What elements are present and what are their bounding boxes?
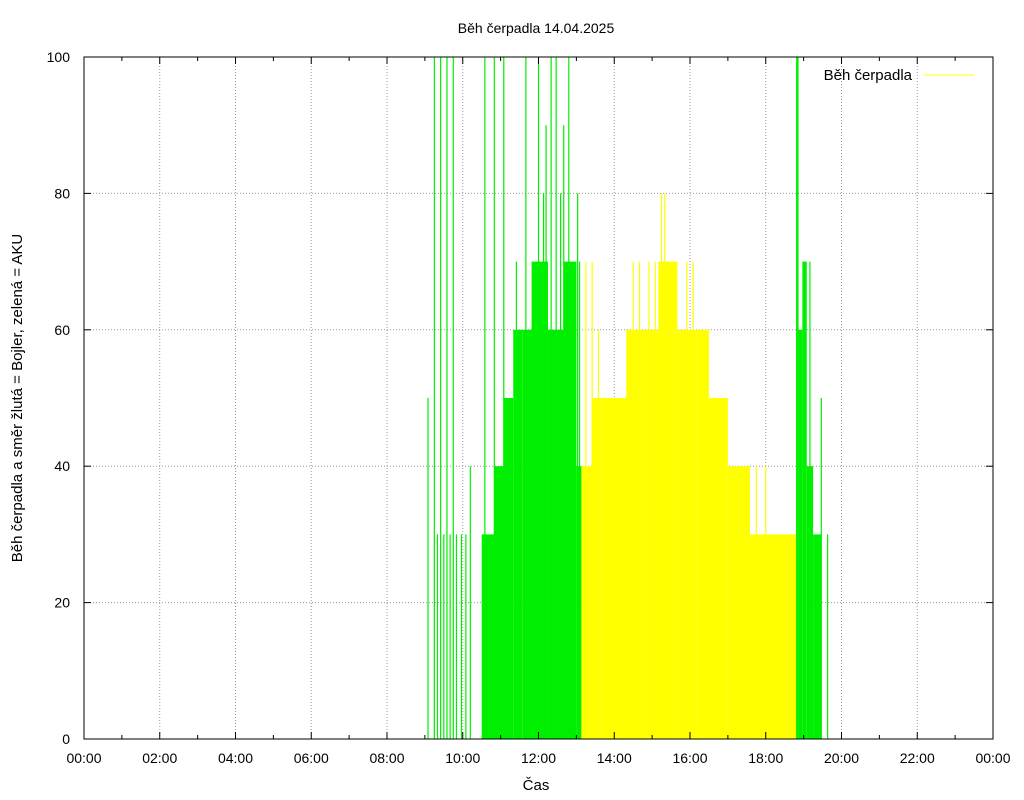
bojler-bar-segment [696,329,709,739]
y-tick-label: 0 [62,731,70,747]
chart-title: Běh čerpadla 14.04.2025 [458,20,615,36]
bojler-bar-segment [581,466,593,739]
y-tick-label: 60 [54,322,70,338]
y-tick-label: 100 [47,49,71,65]
aku-bar-segment [481,534,495,739]
x-tick-label: 02:00 [142,750,177,766]
aku-bar-segment [522,329,533,739]
x-tick-label: 16:00 [672,750,707,766]
x-tick-labels: 00:00 02:00 04:00 06:00 08:00 10:00 12:00 14:00… [66,750,1010,766]
aku-bar-segment [813,534,822,739]
x-tick-label: 08:00 [369,750,404,766]
x-tick-label: 00:00 [66,750,101,766]
aku-bar-segment [796,57,799,739]
aku-bar-segment [576,466,582,739]
x-tick-label: 10:00 [445,750,480,766]
bojler-bar-segment [765,534,797,739]
x-tick-label: 14:00 [597,750,632,766]
aku-bar-segment [494,466,504,739]
bojler-bar-segment [749,534,766,739]
x-tick-label: 06:00 [294,750,329,766]
x-tick-label: 22:00 [900,750,935,766]
aku-bar-segment [513,329,523,739]
x-tick-label: 04:00 [218,750,253,766]
y-tick-label: 80 [54,185,70,201]
x-tick-label: 12:00 [521,750,556,766]
bojler-bar-segment [658,261,678,739]
aku-bar-segment [503,398,514,739]
axis-ticks [83,56,994,740]
aku-bar-segment [798,329,803,739]
legend: Běh čerpadla [824,67,974,84]
bojler-bar-segment [592,398,602,739]
aku-bar-segment [802,261,807,739]
x-tick-label: 18:00 [748,750,783,766]
legend-label: Běh čerpadla [824,67,913,84]
y-tick-label: 20 [54,595,70,611]
bojler-bar-segment [601,398,627,739]
y-tick-label: 40 [54,458,70,474]
bojler-bar-segment [645,329,659,739]
x-axis-label: Čas [523,777,550,794]
y-tick-labels: 0 20 40 60 80 100 [47,49,71,747]
x-tick-label: 20:00 [824,750,859,766]
y-axis-label: Běh čerpadla a směr žlutá = Bojler, zele… [9,234,26,563]
bojler-bar-segment [626,329,646,739]
x-tick-label: 00:00 [975,750,1010,766]
bojler-bar-segment [727,466,750,739]
bojler-bar-segment [708,398,728,739]
aku-bar-segment [563,261,577,739]
series-bars [427,57,829,739]
